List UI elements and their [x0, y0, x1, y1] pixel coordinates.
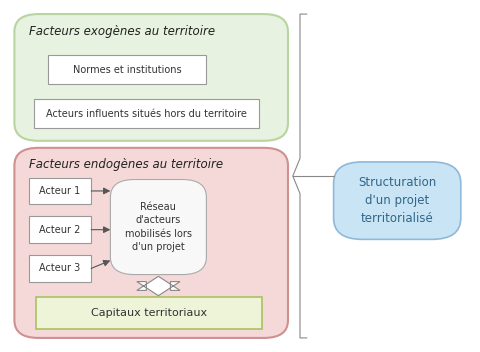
Text: Normes et institutions: Normes et institutions — [73, 64, 181, 75]
FancyBboxPatch shape — [36, 297, 262, 329]
Text: Facteurs endogènes au territoire: Facteurs endogènes au territoire — [29, 158, 223, 171]
FancyBboxPatch shape — [14, 148, 288, 338]
Text: Facteurs exogènes au territoire: Facteurs exogènes au territoire — [29, 25, 215, 38]
Text: Acteur 1: Acteur 1 — [39, 186, 81, 196]
FancyBboxPatch shape — [110, 180, 206, 275]
FancyBboxPatch shape — [34, 99, 259, 128]
FancyBboxPatch shape — [29, 255, 91, 282]
FancyBboxPatch shape — [14, 14, 288, 141]
FancyBboxPatch shape — [48, 55, 206, 84]
Text: Acteurs influents situés hors du territoire: Acteurs influents situés hors du territo… — [46, 108, 247, 119]
FancyBboxPatch shape — [334, 162, 461, 239]
Text: Acteur 3: Acteur 3 — [39, 263, 81, 274]
FancyBboxPatch shape — [29, 178, 91, 204]
Text: Capitaux territoriaux: Capitaux territoriaux — [91, 308, 207, 318]
Text: Structuration
d'un projet
territorialisé: Structuration d'un projet territorialisé — [358, 176, 436, 225]
Text: Acteur 2: Acteur 2 — [39, 225, 81, 235]
Polygon shape — [137, 276, 180, 296]
Text: Réseau
d'acteurs
mobilisés lors
d'un projet: Réseau d'acteurs mobilisés lors d'un pro… — [125, 202, 192, 252]
FancyBboxPatch shape — [29, 216, 91, 243]
